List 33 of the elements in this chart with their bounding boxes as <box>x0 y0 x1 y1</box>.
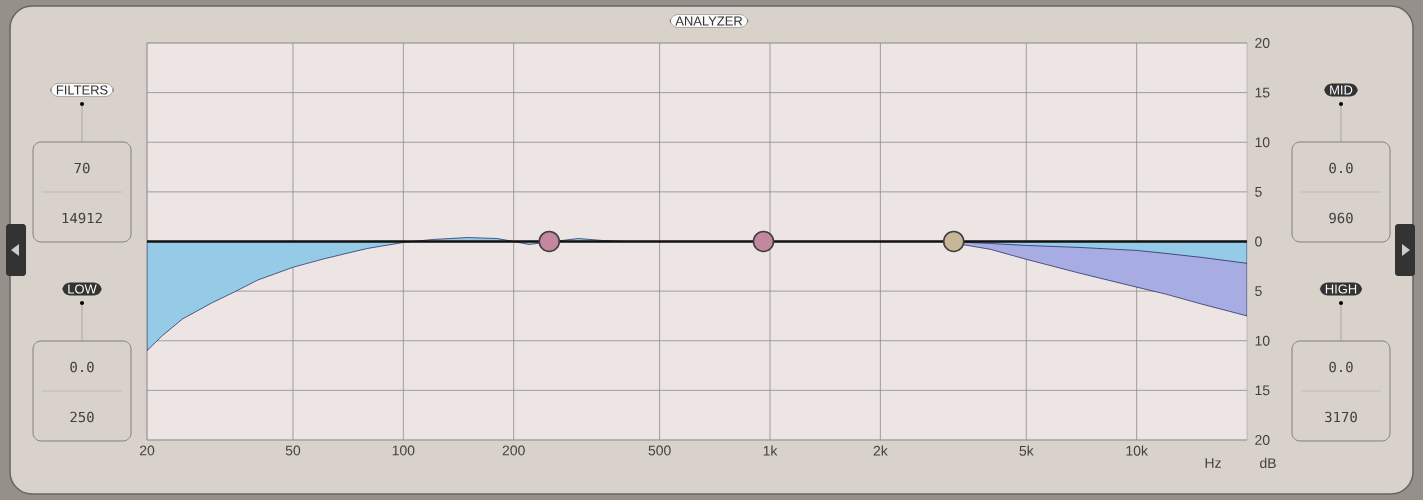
y-tick-label: 20 <box>1255 38 1270 48</box>
y-tick-label: 0 <box>1255 236 1262 247</box>
x-axis-title: Hz <box>1205 458 1221 468</box>
y-tick-label: 5 <box>1255 286 1262 296</box>
text: 14912 <box>62 212 102 224</box>
text: ANALYZER <box>675 16 743 26</box>
x-tick-label: 50 <box>285 445 301 456</box>
x-tick-label: 200 <box>502 445 525 456</box>
x-tick-label: 5k <box>1019 445 1034 456</box>
text: 250 <box>70 411 94 423</box>
x-tick-label: 100 <box>392 445 415 456</box>
text: FILTERS <box>56 85 108 95</box>
x-tick-label: 2k <box>873 445 888 456</box>
y-tick-label: 20 <box>1255 435 1270 445</box>
text: 960 <box>1329 212 1353 224</box>
y-tick-label: 15 <box>1255 87 1270 98</box>
y-tick-label: 10 <box>1255 137 1270 148</box>
y-tick-label: 10 <box>1255 335 1270 346</box>
y-axis-title: dB <box>1260 457 1276 469</box>
text: 70 <box>74 162 90 174</box>
text: MID <box>1330 85 1353 95</box>
y-tick-label: 15 <box>1255 385 1270 396</box>
x-tick-label: 1k <box>763 445 778 456</box>
text: 0.0 <box>1329 361 1353 373</box>
text: 0.0 <box>1329 162 1353 174</box>
text: HIGH <box>1325 284 1357 294</box>
y-tick-label: 5 <box>1255 187 1262 197</box>
text: 3170 <box>1325 411 1357 423</box>
x-tick-label: 500 <box>648 445 671 456</box>
x-tick-label: 20 <box>139 445 155 456</box>
text: LOW <box>68 284 97 294</box>
x-tick-label: 10k <box>1126 445 1148 456</box>
text: 0.0 <box>70 361 94 373</box>
